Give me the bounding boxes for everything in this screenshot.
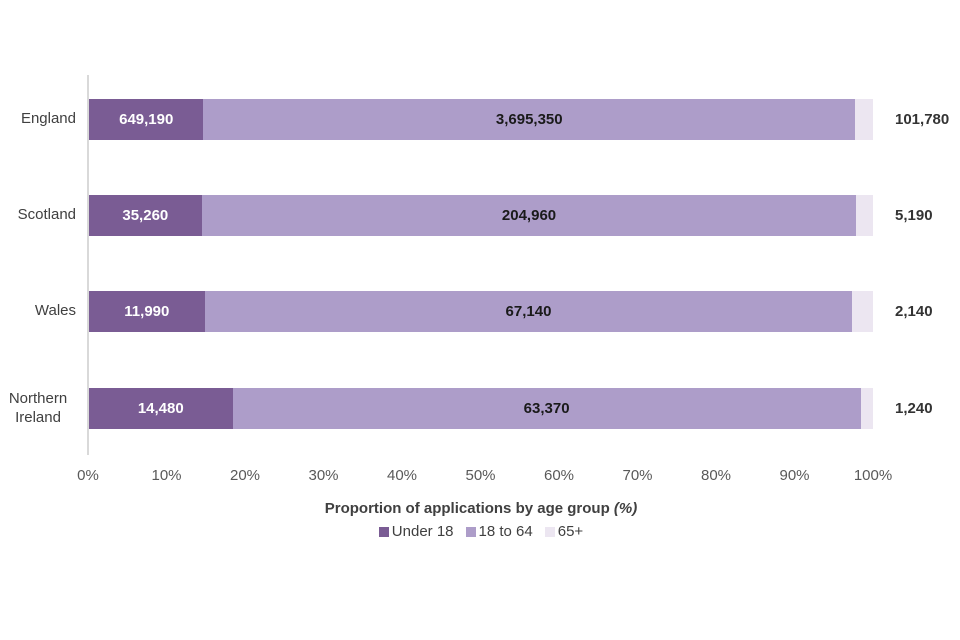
x-tick-label: 10% [151, 467, 182, 484]
bar-value-label: 649,190 [119, 111, 174, 128]
bar-segment-18-to-64: 67,140 [204, 291, 853, 332]
bar-segment-65 [852, 291, 873, 332]
bar-value-label: 11,990 [124, 303, 170, 320]
y-axis-line [87, 75, 89, 455]
category-label-northern-ireland: Northern Ireland [8, 389, 68, 426]
legend-label: 65+ [557, 523, 584, 540]
legend-item-65: 65+ [544, 523, 584, 540]
bar-segment-under-18: 11,990 [89, 291, 205, 332]
category-label-england: England [20, 110, 76, 128]
bar-value-label-outside: 101,780 [895, 111, 950, 128]
bar-segment-18-to-64: 3,695,350 [203, 99, 856, 140]
x-tick-label: 30% [308, 467, 339, 484]
bar-segment-65 [856, 195, 873, 236]
x-tick-label: 100% [853, 467, 893, 484]
x-axis-title-text: Proportion of applications by age group [324, 500, 610, 517]
x-tick-label: 20% [229, 467, 261, 484]
bar-segment-18-to-64: 204,960 [201, 195, 857, 236]
legend: Under 18 18 to 64 65+ [89, 523, 873, 540]
bar-segment-18-to-64: 63,370 [232, 388, 861, 429]
legend-label: Under 18 [391, 523, 454, 540]
legend-item-18-to-64: 18 to 64 [465, 523, 533, 540]
bar-segment-under-18: 35,260 [89, 195, 202, 236]
legend-swatch-under-18 [378, 526, 389, 537]
x-tick-label: 90% [779, 467, 810, 484]
x-tick-label: 0% [77, 467, 99, 484]
bar-value-label: 14,480 [137, 400, 184, 417]
bar-value-label: 204,960 [501, 207, 557, 224]
x-axis-title-suffix: (%) [613, 500, 638, 517]
x-tick-label: 80% [700, 467, 732, 484]
bar-value-label: 67,140 [505, 303, 552, 320]
bar-value-label: 35,260 [122, 207, 169, 224]
x-tick-label: 70% [622, 467, 653, 484]
bar-value-label-outside: 1,240 [895, 400, 933, 417]
x-tick-label: 50% [465, 467, 496, 484]
bar-value-label: 63,370 [523, 400, 570, 417]
bar-value-label-outside: 5,190 [895, 207, 933, 224]
bar-segment-under-18: 649,190 [89, 99, 204, 140]
legend-swatch-18-to-64 [465, 526, 476, 537]
x-tick-label: 60% [543, 467, 575, 484]
category-label-scotland: Scotland [17, 206, 76, 224]
legend-label: 18 to 64 [478, 523, 533, 540]
bar-value-label-outside: 2,140 [895, 303, 933, 320]
bar-segment-65 [855, 99, 873, 140]
x-tick-label: 40% [386, 467, 418, 484]
legend-swatch-65 [544, 526, 555, 537]
x-axis-title: Proportion of applications by age group … [89, 500, 873, 517]
bar-segment-under-18: 14,480 [89, 388, 233, 429]
legend-item-under-18: Under 18 [378, 523, 454, 540]
category-label-wales: Wales [34, 302, 76, 320]
bar-segment-65 [860, 388, 873, 429]
bar-value-label: 3,695,350 [495, 111, 563, 128]
